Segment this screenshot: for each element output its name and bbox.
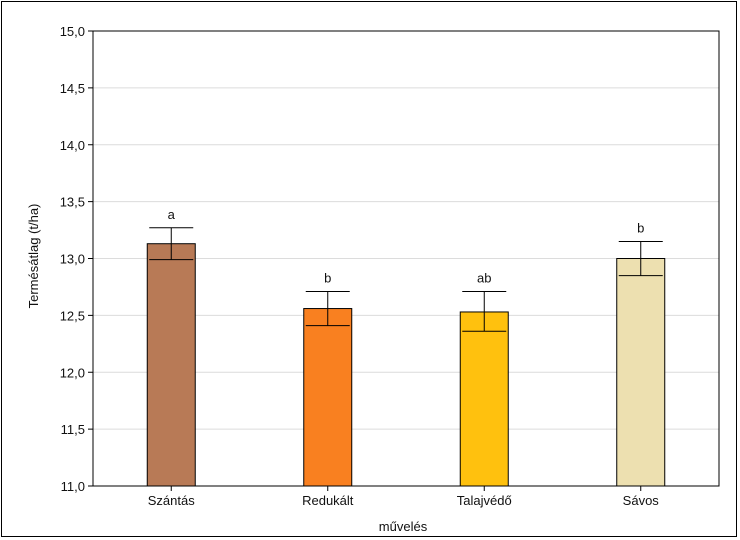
y-tick-labels: 11,0 11,5 12,0 12,5 13,0 13,5 14,0 14,5 15,0 (60, 24, 85, 494)
y-tick-label: 11,0 (61, 479, 85, 494)
significance-letter: b (637, 220, 644, 235)
y-tick-label: 14,5 (60, 81, 85, 96)
plot-border (92, 30, 720, 487)
significance-letter: ab (477, 270, 491, 285)
x-tick-label: Talajvédő (457, 493, 512, 508)
axes (88, 30, 720, 491)
y-tick-label: 15,0 (60, 24, 85, 39)
y-tick-label: 12,5 (60, 308, 85, 323)
x-tick-label: Szántás (148, 493, 195, 508)
x-tick-labels: Szántás Redukált Talajvédő Sávos (148, 493, 660, 508)
y-tick-label: 13,0 (60, 252, 85, 267)
grid-lines (93, 87, 719, 430)
y-tick-label: 13,5 (60, 195, 85, 210)
y-tick-label: 11,5 (61, 422, 85, 437)
bar-Redukált (303, 308, 353, 487)
y-tick-label: 12,0 (60, 365, 85, 380)
significance-letter: b (324, 270, 331, 285)
bars (146, 243, 666, 487)
y-axis-title: Termésátlag (t/ha) (26, 204, 41, 309)
bar-Szántás (146, 243, 196, 487)
significance-letter: a (168, 207, 176, 222)
x-tick-label: Redukált (302, 493, 354, 508)
bar-Talajvédő (459, 311, 509, 487)
y-tick-label: 14,0 (60, 138, 85, 153)
bar-Sávos (616, 258, 666, 487)
x-axis-title: művelés (379, 519, 428, 534)
x-tick-label: Sávos (623, 493, 660, 508)
error-bars (149, 227, 663, 332)
significance-letters: ab abb (168, 207, 645, 286)
